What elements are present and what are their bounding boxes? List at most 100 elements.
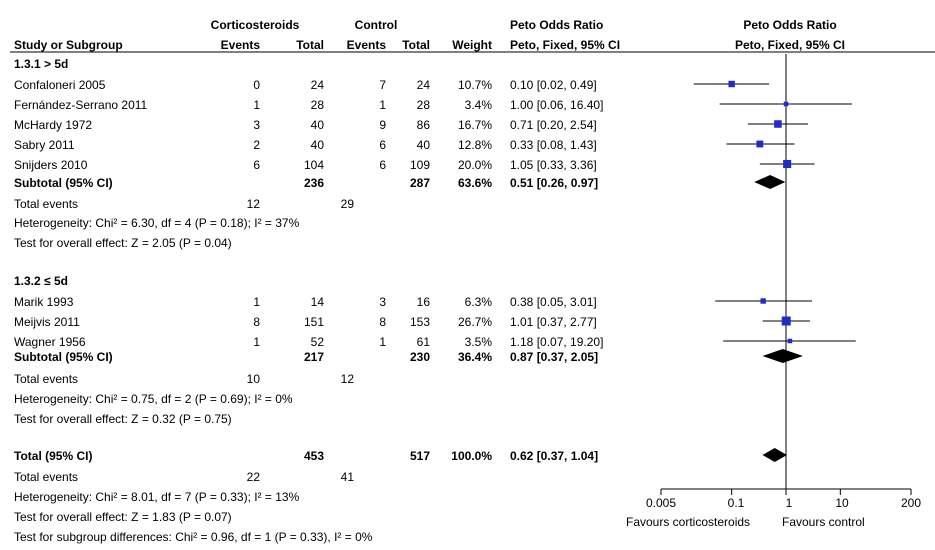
- total-total1: 453: [303, 449, 324, 463]
- weight: 10.7%: [457, 78, 492, 92]
- subtotal-weight: 36.4%: [457, 350, 492, 364]
- study-name: Confaloneri 2005: [14, 78, 106, 92]
- or-ci: 0.71 [0.20, 2.54]: [510, 118, 597, 132]
- x-tick-label: 10: [835, 496, 849, 510]
- total-events1: 12: [246, 197, 260, 211]
- total2: 24: [416, 78, 430, 92]
- weight: 12.8%: [457, 138, 492, 152]
- heterogeneity-text: Heterogeneity: Chi² = 6.30, df = 4 (P = …: [14, 216, 300, 230]
- subgroup-differences-text: Test for subgroup differences: Chi² = 0.…: [14, 530, 373, 544]
- effect-marker: [783, 159, 792, 169]
- events1: 2: [253, 138, 260, 152]
- total-ci: 0.62 [0.37, 1.04]: [510, 449, 599, 463]
- subtotal-label: Subtotal (95% CI): [14, 176, 113, 190]
- events2: 3: [379, 295, 386, 309]
- subtotal-total2: 230: [409, 350, 430, 364]
- or-ci: 1.00 [0.06, 16.40]: [510, 98, 604, 112]
- x-tick-label: 0.005: [645, 496, 677, 510]
- total1: 40: [310, 118, 324, 132]
- total-events2: 41: [340, 470, 354, 484]
- or-ci: 1.18 [0.07, 19.20]: [510, 335, 604, 349]
- total1: 104: [303, 158, 324, 172]
- events1: 3: [253, 118, 260, 132]
- effect-marker: [781, 316, 791, 326]
- or-header-right: Peto Odds Ratio: [743, 18, 837, 32]
- effect-marker: [787, 338, 793, 344]
- total1: 24: [310, 78, 324, 92]
- study-name: Marik 1993: [14, 295, 74, 309]
- events1: 6: [253, 158, 260, 172]
- total-events2: 12: [340, 372, 354, 386]
- total-events2: 29: [340, 197, 354, 211]
- events2-col-header: Events: [346, 38, 386, 52]
- total2: 16: [416, 295, 430, 309]
- overall-effect-text: Test for overall effect: Z = 2.05 (P = 0…: [14, 236, 232, 250]
- group1-header: Corticosteroids: [210, 18, 300, 32]
- total-events-label: Total events: [14, 372, 79, 386]
- total-events-label: Total events: [14, 197, 79, 211]
- weight: 20.0%: [457, 158, 492, 172]
- total1: 14: [310, 295, 324, 309]
- or-ci: 0.38 [0.05, 3.01]: [510, 295, 597, 309]
- total-total2: 517: [409, 449, 430, 463]
- or-ci: 0.10 [0.02, 0.49]: [510, 78, 597, 92]
- total-events1: 10: [246, 372, 260, 386]
- subtotal-total1: 217: [303, 350, 324, 364]
- total-label: Total (95% CI): [14, 449, 93, 463]
- study-name: Sabry 2011: [14, 138, 75, 152]
- effect-marker: [760, 298, 766, 304]
- total1: 52: [310, 335, 324, 349]
- total2-col-header: Total: [402, 38, 430, 52]
- events1: 1: [253, 98, 260, 112]
- subtotal-ci: 0.87 [0.37, 2.05]: [510, 350, 599, 364]
- events2: 6: [379, 138, 386, 152]
- study-name: Snijders 2010: [14, 158, 88, 172]
- summary-diamond: [754, 175, 786, 189]
- events2: 7: [379, 78, 386, 92]
- events1: 1: [253, 295, 260, 309]
- favours-right-label: Favours control: [782, 515, 865, 529]
- effect-marker: [756, 140, 764, 148]
- ci-col-header-left: Peto, Fixed, 95% CI: [510, 38, 621, 52]
- ci-col-header-right: Peto, Fixed, 95% CI: [734, 38, 846, 52]
- events2: 8: [379, 315, 386, 329]
- total2: 86: [416, 118, 430, 132]
- weight: 16.7%: [457, 118, 492, 132]
- total1: 151: [303, 315, 324, 329]
- weight: 3.4%: [464, 98, 492, 112]
- total2: 28: [416, 98, 430, 112]
- study-name: Wagner 1956: [14, 335, 86, 349]
- overall-effect-text: Test for overall effect: Z = 1.83 (P = 0…: [14, 510, 232, 524]
- total-events-label: Total events: [14, 470, 79, 484]
- x-tick-label: 200: [900, 496, 922, 510]
- total1: 40: [310, 138, 324, 152]
- or-ci: 0.33 [0.08, 1.43]: [510, 138, 597, 152]
- total-weight: 100.0%: [451, 449, 492, 463]
- total2: 153: [409, 315, 430, 329]
- x-tick-label: 1: [785, 496, 793, 510]
- events2: 6: [379, 158, 386, 172]
- subtotal-weight: 63.6%: [457, 176, 492, 190]
- summary-diamond: [762, 448, 787, 462]
- effect-marker: [774, 120, 782, 128]
- weight: 3.5%: [464, 335, 492, 349]
- study-name: McHardy 1972: [14, 118, 93, 132]
- total2: 61: [416, 335, 430, 349]
- subgroup-title: 1.3.2 ≤ 5d: [14, 274, 68, 288]
- study-name: Fernández-Serrano 2011: [14, 98, 148, 112]
- study-col-header: Study or Subgroup: [14, 38, 123, 52]
- subtotal-total2: 287: [409, 176, 430, 190]
- group2-header: Control: [354, 18, 398, 32]
- x-tick-label: 0.1: [727, 496, 745, 510]
- heterogeneity-text: Heterogeneity: Chi² = 0.75, df = 2 (P = …: [14, 392, 293, 406]
- events1: 0: [253, 78, 260, 92]
- subtotal-ci: 0.51 [0.26, 0.97]: [510, 176, 599, 190]
- favours-left-label: Favours corticosteroids: [626, 515, 751, 529]
- summary-diamond: [762, 349, 803, 363]
- or-ci: 1.01 [0.37, 2.77]: [510, 315, 597, 329]
- events1: 8: [253, 315, 260, 329]
- weight-col-header: Weight: [452, 38, 492, 52]
- heterogeneity-text: Heterogeneity: Chi² = 8.01, df = 7 (P = …: [14, 490, 300, 504]
- total2: 109: [409, 158, 430, 172]
